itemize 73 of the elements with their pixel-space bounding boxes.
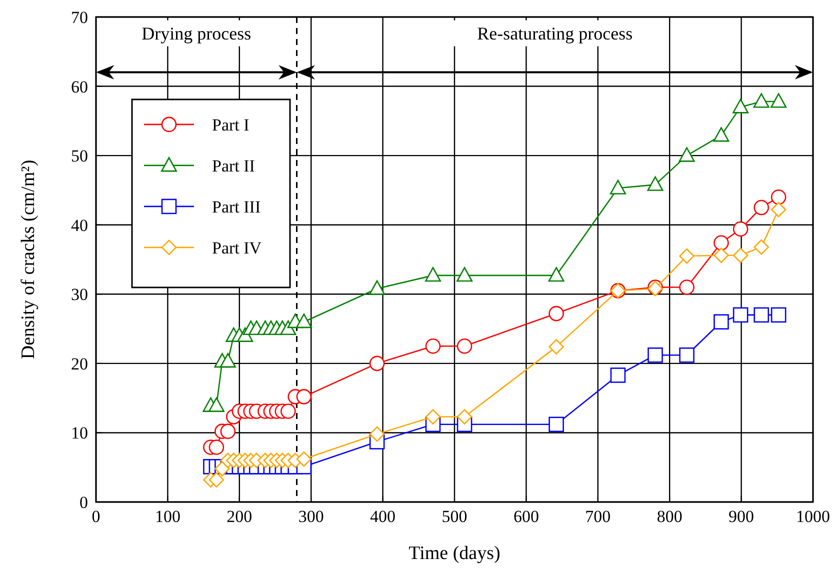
point bbox=[610, 368, 626, 383]
x-tick-label: 300 bbox=[298, 507, 324, 526]
point bbox=[369, 280, 386, 295]
y-tick-label: 40 bbox=[71, 216, 88, 235]
point bbox=[220, 353, 236, 368]
point bbox=[610, 180, 626, 194]
point bbox=[770, 189, 786, 205]
point bbox=[754, 200, 770, 216]
point bbox=[280, 404, 296, 419]
point bbox=[548, 306, 564, 322]
y-tick-label: 0 bbox=[80, 493, 88, 512]
point bbox=[208, 440, 224, 455]
y-tick-label: 10 bbox=[71, 424, 88, 443]
point bbox=[753, 93, 770, 108]
y-tick-label: 50 bbox=[71, 146, 88, 166]
point bbox=[548, 416, 564, 432]
point bbox=[713, 127, 730, 142]
x-tick-label: 100 bbox=[154, 507, 180, 526]
point bbox=[732, 221, 748, 237]
y-tick-label: 60 bbox=[71, 77, 88, 96]
point bbox=[548, 267, 564, 282]
point bbox=[679, 248, 694, 264]
legend-label: Part III bbox=[212, 197, 261, 216]
point bbox=[732, 307, 748, 323]
point bbox=[770, 202, 786, 218]
legend-label: Part IV bbox=[212, 238, 262, 258]
point bbox=[296, 314, 312, 328]
y-tick-label: 70 bbox=[71, 8, 88, 27]
point bbox=[208, 397, 224, 412]
point bbox=[754, 307, 770, 323]
y-axis-title: Density of cracks (cm/m²) bbox=[18, 160, 39, 360]
point bbox=[456, 338, 472, 354]
point bbox=[732, 98, 749, 114]
point bbox=[425, 409, 441, 424]
x-tick-label: 400 bbox=[370, 507, 396, 526]
point bbox=[732, 248, 748, 263]
point bbox=[770, 307, 786, 323]
x-tick-label: 800 bbox=[656, 507, 682, 526]
point bbox=[424, 267, 441, 282]
point bbox=[754, 239, 770, 255]
point bbox=[369, 356, 385, 372]
point bbox=[456, 409, 472, 424]
point bbox=[220, 424, 236, 439]
x-tick-label: 600 bbox=[513, 507, 539, 526]
point bbox=[425, 338, 441, 354]
point bbox=[679, 280, 694, 295]
x-tick-label: 200 bbox=[226, 507, 252, 526]
x-tick-label: 700 bbox=[585, 507, 611, 526]
annotation: Drying process bbox=[142, 23, 252, 44]
point bbox=[714, 235, 729, 251]
y-tick-label: 20 bbox=[71, 354, 88, 374]
point bbox=[679, 347, 694, 363]
point bbox=[208, 472, 224, 488]
point bbox=[770, 93, 787, 108]
point bbox=[369, 426, 385, 442]
x-tick-label: 500 bbox=[442, 507, 468, 526]
y-tick-label: 30 bbox=[71, 285, 88, 304]
point bbox=[678, 147, 695, 162]
legend-label: Part I bbox=[212, 115, 250, 134]
legend-label: Part II bbox=[212, 156, 256, 176]
point bbox=[714, 248, 729, 263]
point bbox=[647, 176, 664, 191]
point bbox=[548, 339, 564, 354]
x-tick-label: 900 bbox=[728, 507, 754, 526]
point bbox=[296, 451, 312, 467]
point bbox=[296, 389, 312, 404]
x-tick-label: 1000 bbox=[796, 507, 830, 526]
x-axis-title: Time (days) bbox=[408, 543, 500, 564]
x-tick-label: 0 bbox=[92, 507, 100, 526]
point bbox=[456, 267, 473, 282]
point bbox=[648, 347, 663, 363]
point bbox=[714, 314, 729, 330]
annotation: Re-saturating process bbox=[477, 23, 633, 44]
